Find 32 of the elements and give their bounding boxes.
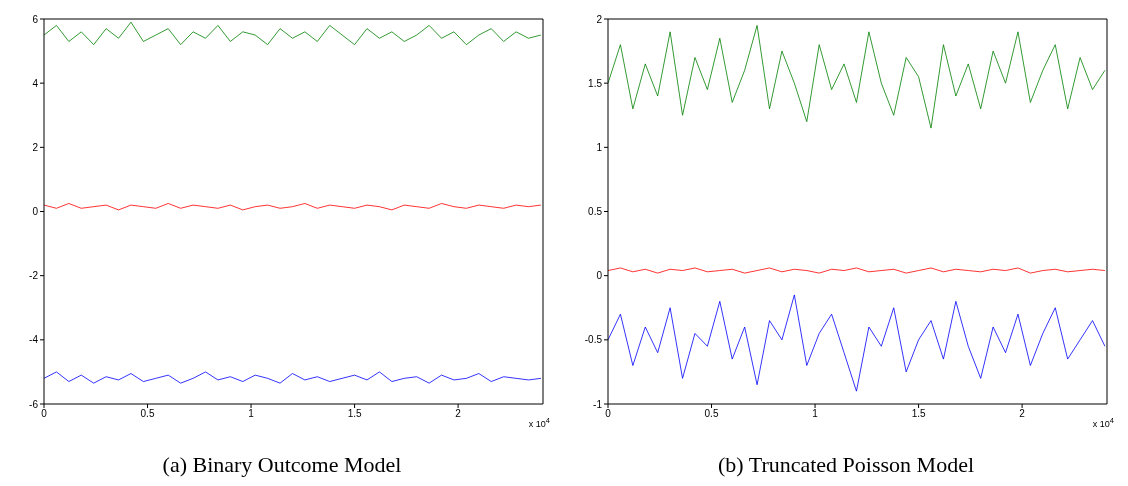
y-tick-label: 0 — [596, 270, 603, 282]
text: x 10$^{4}$ — [1092, 416, 1114, 429]
text: x 10$^{4}$ — [528, 416, 550, 429]
x-tick-label: 0 — [605, 408, 612, 420]
x-tick-label: 1.5 — [911, 408, 926, 420]
y-tick-label: -0.5 — [584, 334, 603, 346]
y-tick-label: 2 — [596, 13, 603, 25]
y-tick-label: -1 — [593, 398, 603, 410]
x-tick-label: 0.5 — [704, 408, 719, 420]
text: (b) Truncated Poisson Model — [716, 452, 976, 478]
y-tick-label: 6 — [32, 13, 39, 25]
x-tick-label: 1 — [812, 408, 819, 420]
y-tick-label: 4 — [32, 77, 39, 89]
line-series — [44, 371, 542, 384]
text: (a) Binary Outcome Model — [161, 452, 403, 478]
x-tick-label: 0 — [41, 408, 48, 420]
x-tick-label: 1 — [248, 408, 255, 420]
x-tick-label: 2 — [455, 408, 462, 420]
y-tick-label: -4 — [29, 334, 39, 346]
line-series — [608, 294, 1106, 392]
y-tick-label: -6 — [29, 398, 39, 410]
y-tick-label: 1 — [596, 141, 603, 153]
y-tick-label: 2 — [32, 141, 39, 153]
line-series — [608, 25, 1106, 129]
x-tick-label: 2 — [1019, 408, 1026, 420]
y-tick-label: 0.5 — [588, 206, 603, 218]
y-tick-label: 0 — [32, 206, 39, 218]
line-series — [44, 203, 542, 211]
y-tick-label: -2 — [29, 270, 39, 282]
y-tick-label: 1.5 — [588, 77, 603, 89]
x-tick-label: 1.5 — [347, 408, 362, 420]
x-tick-label: 0.5 — [140, 408, 155, 420]
